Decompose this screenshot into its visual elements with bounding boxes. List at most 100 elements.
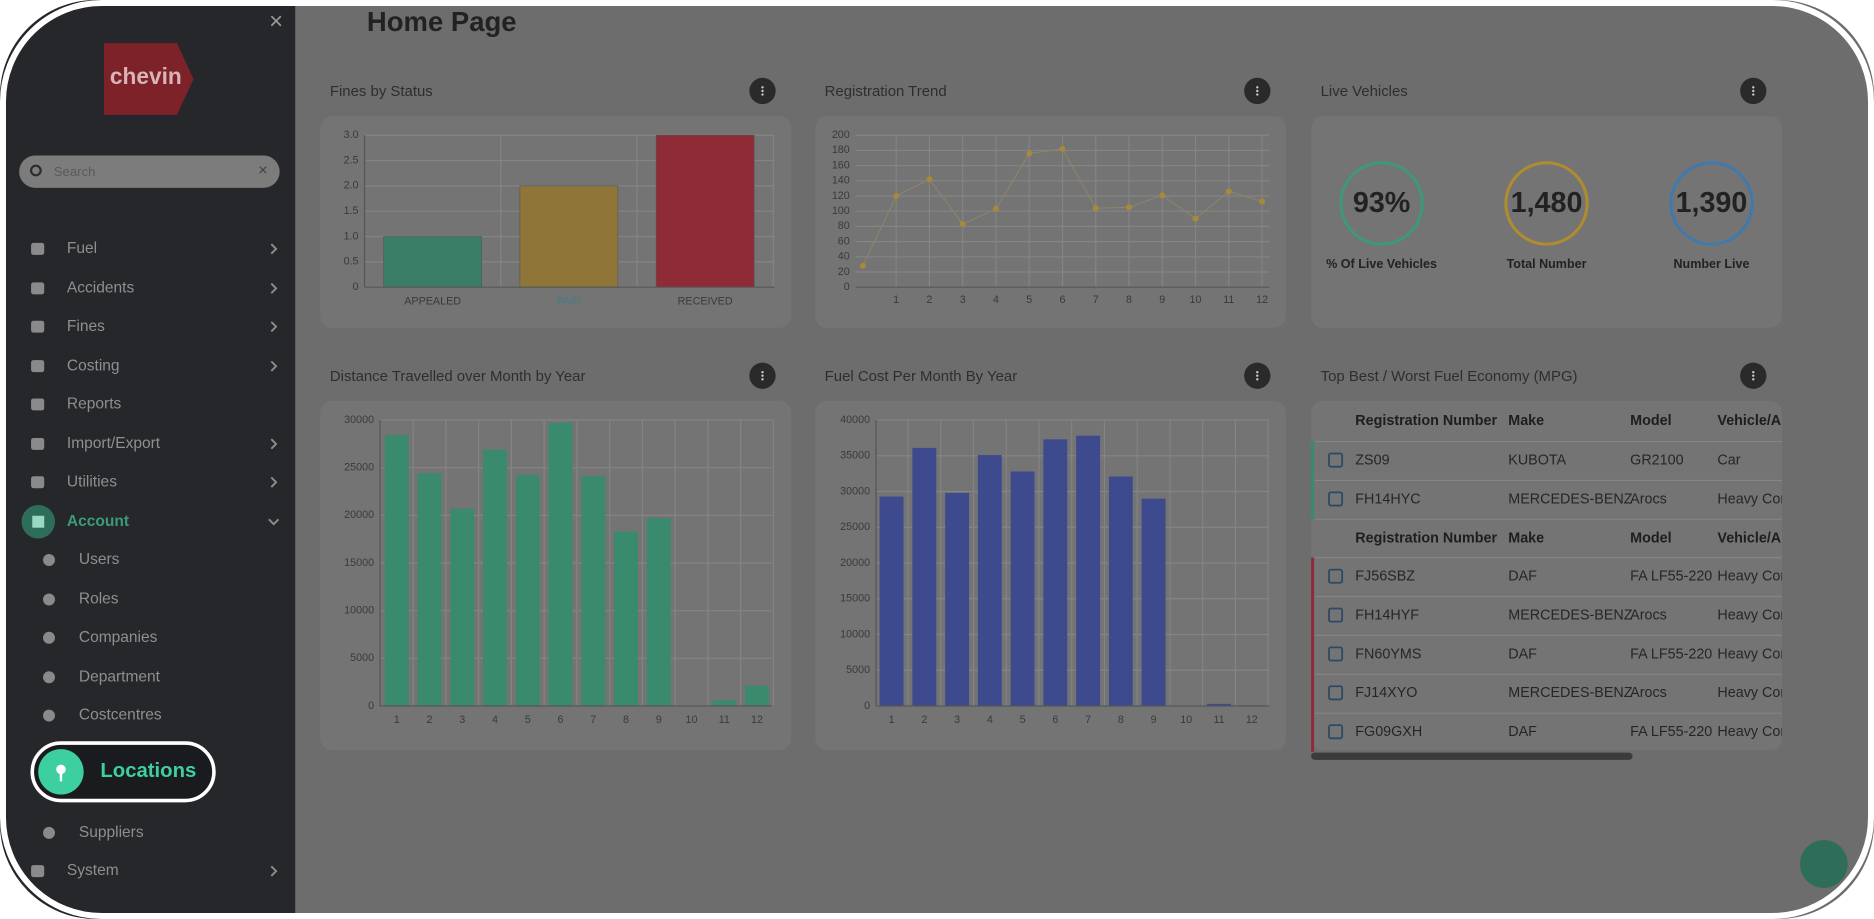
bar [1207, 703, 1232, 706]
trend-point [926, 176, 933, 183]
search-placeholder: Search [54, 164, 96, 179]
table-cell: MERCEDES-BENZ [1508, 607, 1632, 623]
submenu-icon [43, 709, 55, 722]
table-cell: DAF [1508, 646, 1537, 662]
stat-value: 1,480 [1511, 187, 1583, 219]
bar [655, 134, 755, 288]
menu-item[interactable]: Reports [67, 396, 122, 413]
trend-point [1159, 192, 1166, 199]
table-cell: GR2100 [1630, 452, 1683, 468]
menu-item[interactable]: Fuel [67, 240, 97, 257]
menu-icon [31, 398, 45, 411]
x-tick-label: 1 [394, 714, 400, 726]
widget-menu-dot [1256, 93, 1259, 96]
menu-item[interactable]: System [67, 862, 119, 879]
widget-menu-dot [761, 89, 764, 93]
page-title: Home Page [367, 6, 517, 37]
widget-menu-dot [1752, 378, 1755, 381]
bar [1043, 439, 1068, 706]
table-cell: DAF [1508, 569, 1537, 585]
y-tick-label: 25000 [344, 462, 374, 474]
table-cell: ZS09 [1355, 452, 1389, 468]
menu-subitem-highlighted[interactable]: Locations [100, 760, 196, 782]
submenu-icon [43, 631, 55, 644]
menu-item[interactable]: Utilities [67, 473, 117, 490]
table-cell: DAF [1508, 724, 1537, 740]
edit-icon [1328, 568, 1344, 584]
menu-subitem[interactable]: Suppliers [79, 824, 144, 841]
menu-subitem[interactable]: Users [79, 551, 120, 568]
y-tick-label: 0 [844, 281, 850, 293]
y-tick-label: 20 [838, 266, 850, 278]
table-header: Vehicle/A [1717, 413, 1781, 429]
table-header: Registration Number [1355, 530, 1497, 546]
table-cell: FJ56SBZ [1355, 569, 1415, 585]
menu-item[interactable]: Accidents [67, 279, 135, 296]
stat-value: 1,390 [1676, 187, 1748, 219]
x-tick-label: 10 [686, 714, 698, 726]
menu-subitem[interactable]: Costcentres [79, 707, 162, 724]
trend-point [1026, 150, 1033, 157]
table-cell: FA LF55-220 [1630, 646, 1712, 662]
menu-item[interactable]: Account [67, 513, 129, 530]
y-tick-label: 0.5 [344, 256, 359, 268]
bar [519, 185, 619, 288]
y-tick-label: 20000 [840, 557, 870, 569]
x-tick-label: 9 [1159, 294, 1165, 306]
bar [548, 422, 573, 706]
chevron-right [270, 438, 278, 450]
search-clear[interactable]: × [258, 161, 268, 180]
widget-title: Registration Trend [825, 83, 947, 100]
x-tick-label: 11 [1223, 294, 1234, 306]
table-header: Model [1630, 530, 1671, 546]
menu-subitem[interactable]: Roles [79, 591, 119, 608]
chevron-right [270, 321, 278, 333]
x-tick-label: 5 [1020, 714, 1026, 726]
x-tick-label: 3 [960, 294, 966, 306]
search-box[interactable] [19, 155, 280, 188]
menu-icon [31, 242, 45, 255]
table-cell: FG09GXH [1355, 724, 1422, 740]
x-tick-label: 3 [954, 714, 960, 726]
widget-menu-dot [761, 374, 764, 377]
widget-title: Top Best / Worst Fuel Economy (MPG) [1321, 368, 1578, 385]
menu-item[interactable]: Import/Export [67, 435, 161, 452]
table-scrollbar[interactable] [1311, 752, 1633, 760]
widget-title: Fuel Cost Per Month By Year [825, 368, 1018, 385]
table-cell: Heavy Cor [1717, 646, 1785, 662]
widget-card [815, 116, 1286, 328]
chevron-right [270, 243, 278, 255]
close-icon[interactable]: × [269, 8, 283, 35]
menu-item[interactable]: Costing [67, 357, 120, 374]
bar [745, 685, 769, 706]
widget-menu-dot [761, 93, 764, 96]
bar [945, 492, 970, 706]
trend-point [893, 193, 900, 199]
x-tick-label: 2 [921, 714, 927, 726]
widget-menu-dot [1752, 374, 1755, 377]
x-tick-label: 12 [1246, 714, 1258, 726]
bar [383, 236, 482, 288]
x-tick-label: APPEALED [404, 295, 461, 307]
widget-card [1311, 400, 1782, 751]
highlight-icon-pin [59, 771, 63, 782]
menu-item[interactable]: Fines [67, 318, 105, 335]
edit-icon [1328, 646, 1344, 662]
table-cell: MERCEDES-BENZ [1508, 491, 1632, 507]
bar [515, 475, 540, 706]
x-tick-label: RECEIVED [678, 295, 733, 307]
menu-icon [32, 515, 45, 528]
menu-subitem[interactable]: Companies [79, 629, 158, 646]
x-tick-label: 5 [1026, 294, 1032, 306]
trend-point [1126, 204, 1133, 211]
widget-menu-dot [1752, 89, 1755, 93]
chevron-right [270, 282, 278, 294]
submenu-icon [43, 593, 55, 606]
y-tick-label: 30000 [344, 414, 374, 426]
menu-icon [31, 865, 45, 878]
menu-subitem[interactable]: Department [79, 668, 161, 685]
chat-button[interactable] [1799, 840, 1848, 888]
table-cell: Heavy Cor [1717, 607, 1785, 623]
y-tick-label: 140 [832, 175, 850, 187]
x-tick-label: 8 [1126, 294, 1132, 306]
